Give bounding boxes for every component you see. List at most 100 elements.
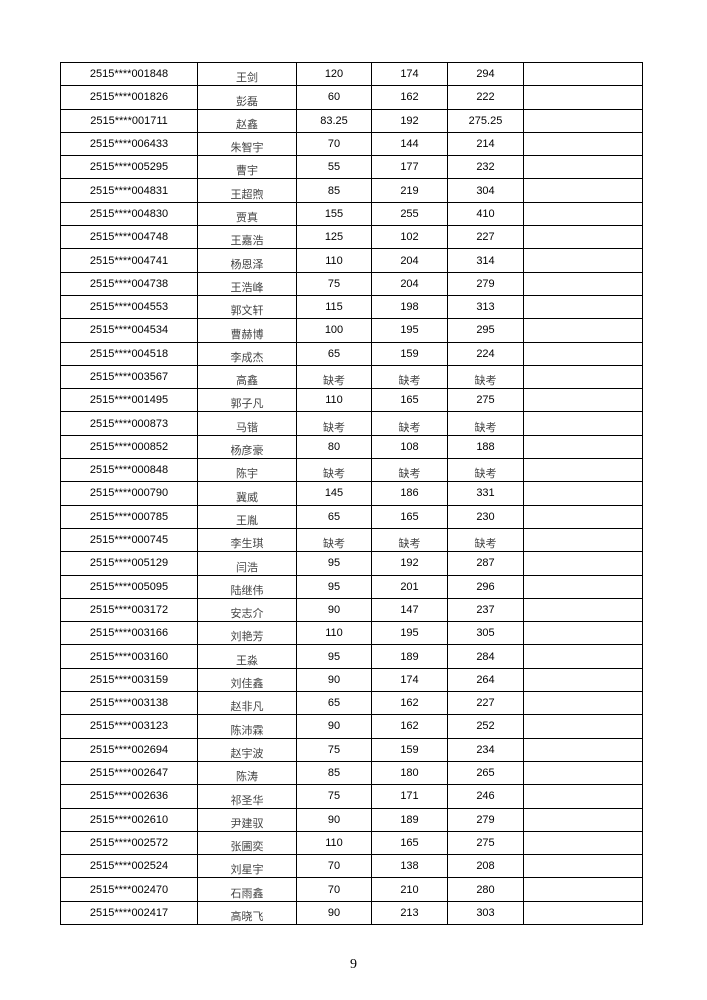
remark-cell — [523, 854, 643, 879]
table-row: 2515****002524 刘星宇 70 138 208 — [60, 854, 643, 879]
total-cell: 188 — [447, 434, 524, 460]
exam-id-cell: 2515****004831 — [60, 178, 198, 203]
remark-cell — [523, 341, 643, 366]
remark-cell — [523, 155, 643, 180]
total-cell: 224 — [447, 341, 524, 366]
table-row: 2515****004534 曹赫博 100 195 295 — [60, 318, 643, 343]
total-cell: 275 — [447, 830, 524, 856]
table-row: 2515****004830 贾真 155 255 410 — [60, 201, 643, 227]
name-cell: 陈涛 — [197, 760, 297, 786]
name-cell: 马锴 — [197, 411, 297, 436]
score-2-cell: 219 — [371, 178, 448, 203]
remark-cell — [523, 225, 643, 250]
remark-cell — [523, 714, 643, 739]
remark-cell — [523, 504, 643, 529]
score-1-cell: 145 — [296, 481, 372, 506]
remark-cell — [523, 61, 643, 87]
table-row: 2515****002636 祁圣华 75 171 246 — [60, 784, 643, 809]
name-cell: 张圃奕 — [197, 830, 297, 856]
remark-cell — [523, 807, 643, 832]
exam-id-cell: 2515****001495 — [60, 388, 198, 413]
score-1-cell: 70 — [296, 854, 372, 879]
name-cell: 刘星宇 — [197, 854, 297, 879]
exam-id-cell: 2515****005095 — [60, 574, 198, 599]
exam-id-cell: 2515****002470 — [60, 877, 198, 902]
name-cell: 王超煦 — [197, 178, 297, 203]
table-row: 2515****003123 陈沛霖 90 162 252 — [60, 714, 643, 739]
table-row: 2515****002610 尹建驭 90 189 279 — [60, 807, 643, 832]
exam-id-cell: 2515****002524 — [60, 854, 198, 879]
table-row: 2515****002470 石雨鑫 70 210 280 — [60, 877, 643, 902]
remark-cell — [523, 294, 643, 320]
remark-cell — [523, 458, 643, 483]
name-cell: 祁圣华 — [197, 784, 297, 809]
exam-id-cell: 2515****000852 — [60, 434, 198, 460]
remark-cell — [523, 574, 643, 599]
table-row: 2515****004518 李成杰 65 159 224 — [60, 341, 643, 366]
total-cell: 缺考 — [447, 527, 524, 553]
score-1-cell: 65 — [296, 691, 372, 716]
score-2-cell: 204 — [371, 271, 448, 296]
total-cell: 275.25 — [447, 108, 524, 133]
name-cell: 王淼 — [197, 644, 297, 669]
total-cell: 313 — [447, 294, 524, 320]
exam-id-cell: 2515****000790 — [60, 481, 198, 506]
score-1-cell: 115 — [296, 294, 372, 320]
name-cell: 王浩峰 — [197, 271, 297, 296]
name-cell: 赵非凡 — [197, 691, 297, 716]
score-2-cell: 174 — [371, 61, 448, 87]
exam-id-cell: 2515****002610 — [60, 807, 198, 832]
name-cell: 刘佳鑫 — [197, 667, 297, 693]
exam-id-cell: 2515****006433 — [60, 131, 198, 157]
score-1-cell: 90 — [296, 597, 372, 623]
score-2-cell: 165 — [371, 388, 448, 413]
total-cell: 252 — [447, 714, 524, 739]
exam-id-cell: 2515****002636 — [60, 784, 198, 809]
score-1-cell: 110 — [296, 248, 372, 273]
score-2-cell: 缺考 — [371, 411, 448, 436]
exam-id-cell: 2515****005129 — [60, 551, 198, 576]
table-row: 2515****004553 郭文轩 115 198 313 — [60, 294, 643, 320]
remark-cell — [523, 900, 643, 925]
name-cell: 高鑫 — [197, 364, 297, 390]
score-1-cell: 125 — [296, 225, 372, 250]
total-cell: 275 — [447, 388, 524, 413]
score-1-cell: 120 — [296, 61, 372, 87]
remark-cell — [523, 830, 643, 856]
score-2-cell: 159 — [371, 341, 448, 366]
total-cell: 246 — [447, 784, 524, 809]
exam-id-cell: 2515****000848 — [60, 458, 198, 483]
score-2-cell: 177 — [371, 155, 448, 180]
name-cell: 郭文轩 — [197, 294, 297, 320]
name-cell: 郭子凡 — [197, 388, 297, 413]
remark-cell — [523, 877, 643, 902]
table-row: 2515****000745 李生琪 缺考 缺考 缺考 — [60, 527, 643, 553]
name-cell: 曹宇 — [197, 155, 297, 180]
remark-cell — [523, 201, 643, 227]
score-1-cell: 90 — [296, 714, 372, 739]
name-cell: 陈沛霖 — [197, 714, 297, 739]
name-cell: 高晓飞 — [197, 900, 297, 925]
total-cell: 265 — [447, 760, 524, 786]
table-row: 2515****006433 朱智宇 70 144 214 — [60, 131, 643, 157]
score-2-cell: 165 — [371, 504, 448, 529]
exam-id-cell: 2515****002417 — [60, 900, 198, 925]
name-cell: 闫浩 — [197, 551, 297, 576]
score-2-cell: 162 — [371, 691, 448, 716]
remark-cell — [523, 667, 643, 693]
score-1-cell: 110 — [296, 621, 372, 646]
total-cell: 305 — [447, 621, 524, 646]
table-row: 2515****003159 刘佳鑫 90 174 264 — [60, 667, 643, 693]
score-2-cell: 147 — [371, 597, 448, 623]
score-2-cell: 192 — [371, 108, 448, 133]
score-1-cell: 60 — [296, 85, 372, 110]
exam-id-cell: 2515****002694 — [60, 737, 198, 762]
score-1-cell: 缺考 — [296, 411, 372, 436]
total-cell: 280 — [447, 877, 524, 902]
exam-id-cell: 2515****004534 — [60, 318, 198, 343]
total-cell: 410 — [447, 201, 524, 227]
score-1-cell: 缺考 — [296, 364, 372, 390]
table-row: 2515****001711 赵鑫 83.25 192 275.25 — [60, 108, 643, 133]
remark-cell — [523, 411, 643, 436]
exam-id-cell: 2515****004741 — [60, 248, 198, 273]
